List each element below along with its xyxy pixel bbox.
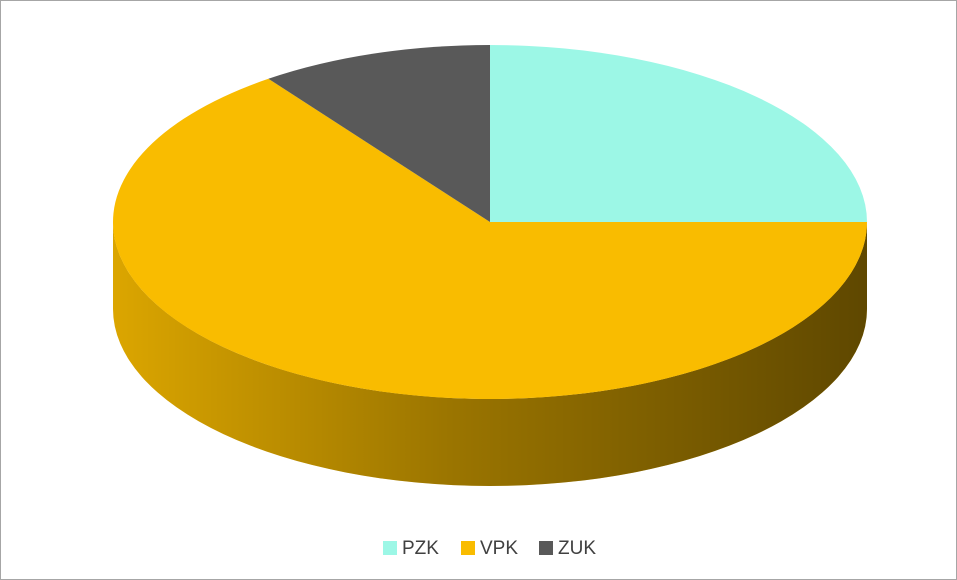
pie-slice xyxy=(112,78,867,400)
pie-side-shade xyxy=(113,222,867,486)
pie-slice xyxy=(490,45,867,222)
legend-label: PZK xyxy=(402,538,439,559)
legend-label: VPK xyxy=(480,538,518,559)
pie-slice xyxy=(268,45,490,222)
legend-swatch xyxy=(539,541,553,555)
legend-label: ZUK xyxy=(558,538,596,559)
legend-swatch xyxy=(461,541,475,555)
legend-swatch xyxy=(383,541,397,555)
